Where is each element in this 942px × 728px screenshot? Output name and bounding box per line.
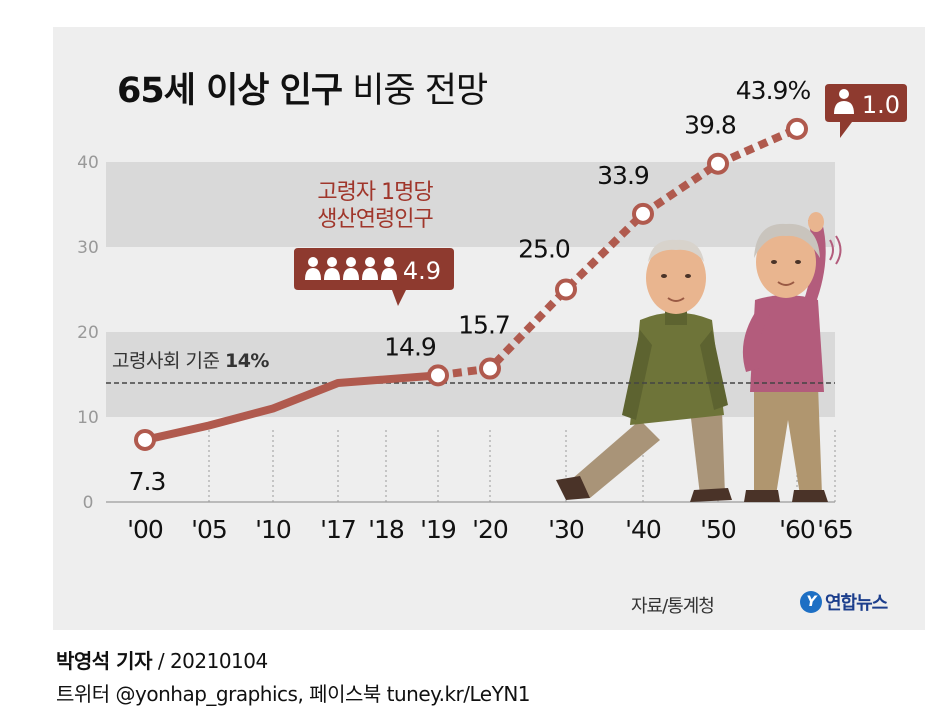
y-tick-label: 0 [83,493,94,513]
support-ratio-label-line1: 고령자 1명당 [317,180,433,205]
x-tick-label: '40 [625,515,661,544]
person-icon [834,89,854,114]
x-tick-label: '60 [779,515,815,544]
brand-logo: Y 연합뉴스 [800,589,888,615]
series-line-dashed [437,125,799,380]
elderly-illustration [556,212,842,502]
brand-name: 연합뉴스 [825,593,888,614]
x-tick-label: '10 [255,515,291,544]
x-tick-label: '30 [548,515,584,544]
band-1 [106,162,835,247]
byline: 박영석 기자 / 20210104 [56,645,268,674]
data-point-2040 [632,202,654,225]
y-tick-label: 40 [77,153,99,173]
data-point-2060 [786,117,808,140]
data-point-2019 [427,364,449,387]
people-icons [305,257,397,280]
data-label-2019: 14.9 [384,332,436,361]
elderly-woman-illustration [742,212,842,502]
support-ratio-label-line2: 생산연령인구 [317,207,433,232]
data-point-2050 [707,152,729,175]
x-tick-label: '19 [420,515,456,544]
data-label-2030: 25.0 [518,235,570,264]
data-label-2000: 7.3 [129,467,166,496]
publish-date: 20210104 [169,649,268,673]
elderly-man-illustration [556,239,732,502]
yonhap-logo-icon: Y [800,591,822,613]
x-tick-label: '20 [472,515,508,544]
support-ratio-value-2019: 4.9 [403,257,441,285]
data-point-2030 [555,278,577,301]
byline-separator: / [157,649,165,673]
page-title: 65세 이상 인구 비중 전망 [117,62,488,113]
threshold-label: 고령사회 기준 14% [112,350,269,372]
x-tick-label: '65 [817,515,853,544]
source-label: 자료/통계청 [631,596,715,617]
x-tick-label: '17 [320,515,356,544]
x-tick-label: '00 [127,515,163,544]
data-point-2020 [479,357,501,380]
series-line-solid [141,371,442,444]
data-label-2050: 39.8 [684,111,736,140]
social-links: 트위터 @yonhap_graphics, 페이스북 tuney.kr/LeYN… [56,682,531,706]
x-tick-label: '18 [368,515,404,544]
data-label-2060: 43.9% [736,76,811,105]
data-label-2040: 33.9 [597,161,649,190]
x-tick-label: '05 [191,515,227,544]
reporter-name: 박영석 기자 [56,649,152,673]
data-point-2000 [134,428,156,451]
y-tick-label: 20 [77,323,99,343]
support-ratio-value-2060: 1.0 [862,91,900,119]
support-ratio-bubble-2019: 4.9 [294,248,454,306]
x-tick-label: '50 [700,515,736,544]
y-tick-label: 30 [77,238,99,258]
y-tick-label: 10 [77,408,99,428]
data-label-2020: 15.7 [458,311,510,340]
title-bold: 65세 이상 인구 [117,71,343,111]
support-ratio-bubble-2060: 1.0 [825,84,907,138]
title-light: 비중 전망 [352,71,488,111]
